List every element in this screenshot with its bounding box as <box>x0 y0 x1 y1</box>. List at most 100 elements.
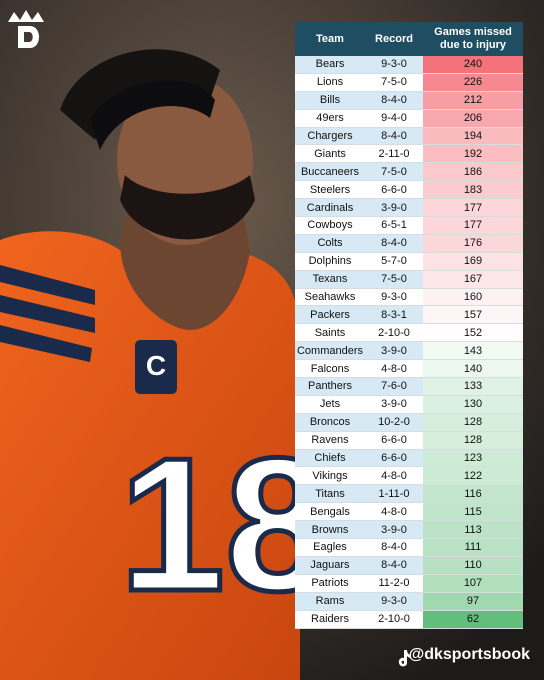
team-cell: Broncos <box>295 413 365 432</box>
table-row: Commanders 3-9-0 143 <box>295 341 523 361</box>
games-missed-cell: 110 <box>423 556 523 575</box>
games-missed-cell: 115 <box>423 502 523 522</box>
team-cell: Patriots <box>295 574 365 593</box>
record-cell: 4-8-0 <box>365 466 423 486</box>
games-missed-cell: 128 <box>423 431 523 450</box>
team-cell: Commanders <box>295 341 365 361</box>
team-cell: Chargers <box>295 127 365 146</box>
table-row: Texans 7-5-0 167 <box>295 270 523 289</box>
header-cell: Team <box>295 22 365 56</box>
table-row: Broncos 10-2-0 128 <box>295 413 523 432</box>
record-cell: 9-3-0 <box>365 288 423 307</box>
games-missed-cell: 169 <box>423 252 523 271</box>
table-row: Panthers 7-6-0 133 <box>295 377 523 396</box>
games-missed-cell: 177 <box>423 216 523 235</box>
record-cell: 4-8-0 <box>365 359 423 379</box>
games-missed-cell: 152 <box>423 323 523 343</box>
games-missed-cell: 206 <box>423 109 523 128</box>
record-cell: 7-6-0 <box>365 377 423 396</box>
games-missed-cell: 116 <box>423 484 523 504</box>
record-cell: 3-9-0 <box>365 520 423 540</box>
games-missed-cell: 183 <box>423 180 523 200</box>
games-missed-cell: 113 <box>423 520 523 540</box>
team-cell: Lions <box>295 73 365 92</box>
team-cell: Cowboys <box>295 216 365 235</box>
injury-table: Team Record Games missed due to injury B… <box>295 22 523 629</box>
team-cell: Eagles <box>295 538 365 557</box>
team-cell: Dolphins <box>295 252 365 271</box>
record-cell: 8-4-0 <box>365 556 423 575</box>
record-cell: 6-5-1 <box>365 216 423 235</box>
record-cell: 7-5-0 <box>365 270 423 289</box>
record-cell: 9-3-0 <box>365 56 423 74</box>
games-missed-cell: 192 <box>423 144 523 164</box>
table-row: Ravens 6-6-0 128 <box>295 431 523 450</box>
team-cell: Browns <box>295 520 365 540</box>
record-cell: 3-9-0 <box>365 198 423 218</box>
team-cell: Bears <box>295 56 365 74</box>
table-row: Saints 2-10-0 152 <box>295 323 523 343</box>
record-cell: 7-5-0 <box>365 73 423 92</box>
record-cell: 1-11-0 <box>365 484 423 504</box>
team-cell: Titans <box>295 484 365 504</box>
team-cell: Ravens <box>295 431 365 450</box>
games-missed-cell: 140 <box>423 359 523 379</box>
record-cell: 8-4-0 <box>365 127 423 146</box>
team-cell: Chiefs <box>295 449 365 468</box>
header-row: Team Record Games missed due to injury <box>295 22 523 56</box>
team-cell: Jets <box>295 395 365 414</box>
record-cell: 6-6-0 <box>365 180 423 200</box>
header-cell: Games missed due to injury <box>423 22 523 56</box>
games-missed-cell: 186 <box>423 162 523 182</box>
team-cell: Raiders <box>295 610 365 629</box>
team-cell: Falcons <box>295 359 365 379</box>
record-cell: 6-6-0 <box>365 431 423 450</box>
games-missed-cell: 143 <box>423 341 523 361</box>
table-body: Bears 9-3-0 240 Lions 7-5-0 226 Bills 8-4-0 212 4… <box>295 56 523 629</box>
games-missed-cell: 157 <box>423 305 523 325</box>
games-missed-cell: 194 <box>423 127 523 146</box>
table-row: Dolphins 5-7-0 169 <box>295 252 523 271</box>
games-missed-cell: 240 <box>423 56 523 74</box>
games-missed-cell: 176 <box>423 234 523 253</box>
table-row: Bears 9-3-0 240 <box>295 56 523 74</box>
games-missed-cell: 133 <box>423 377 523 396</box>
table-row: Lions 7-5-0 226 <box>295 73 523 92</box>
record-cell: 2-10-0 <box>365 323 423 343</box>
games-missed-cell: 107 <box>423 574 523 593</box>
social-handle: @dksportsbook <box>408 646 530 663</box>
record-cell: 3-9-0 <box>365 341 423 361</box>
record-cell: 5-7-0 <box>365 252 423 271</box>
table-row: 49ers 9-4-0 206 <box>295 109 523 128</box>
team-cell: Steelers <box>295 180 365 200</box>
dk-logo <box>8 10 44 48</box>
record-cell: 2-10-0 <box>365 610 423 629</box>
record-cell: 9-4-0 <box>365 109 423 128</box>
team-cell: Saints <box>295 323 365 343</box>
team-cell: Colts <box>295 234 365 253</box>
table-row: Bengals 4-8-0 115 <box>295 502 523 522</box>
games-missed-cell: 97 <box>423 592 523 611</box>
team-cell: 49ers <box>295 109 365 128</box>
games-missed-cell: 123 <box>423 449 523 468</box>
record-cell: 4-8-0 <box>365 502 423 522</box>
team-cell: Bengals <box>295 502 365 522</box>
jersey <box>0 231 300 680</box>
table-row: Titans 1-11-0 116 <box>295 484 523 504</box>
table-row: Raiders 2-10-0 62 <box>295 610 523 629</box>
table-row: Bills 8-4-0 212 <box>295 91 523 110</box>
table-row: Chiefs 6-6-0 123 <box>295 449 523 468</box>
games-missed-cell: 130 <box>423 395 523 414</box>
record-cell: 8-4-0 <box>365 91 423 110</box>
table-row: Jaguars 8-4-0 110 <box>295 556 523 575</box>
table-row: Falcons 4-8-0 140 <box>295 359 523 379</box>
games-missed-cell: 122 <box>423 466 523 486</box>
sleeve-stripes <box>0 265 95 362</box>
patch-letter: C <box>146 350 166 381</box>
beard <box>120 175 255 240</box>
table-row: Patriots 11-2-0 107 <box>295 574 523 593</box>
table-row: Buccaneers 7-5-0 186 <box>295 162 523 182</box>
table-row: Cardinals 3-9-0 177 <box>295 198 523 218</box>
team-cell: Buccaneers <box>295 162 365 182</box>
table-row: Packers 8-3-1 157 <box>295 305 523 325</box>
